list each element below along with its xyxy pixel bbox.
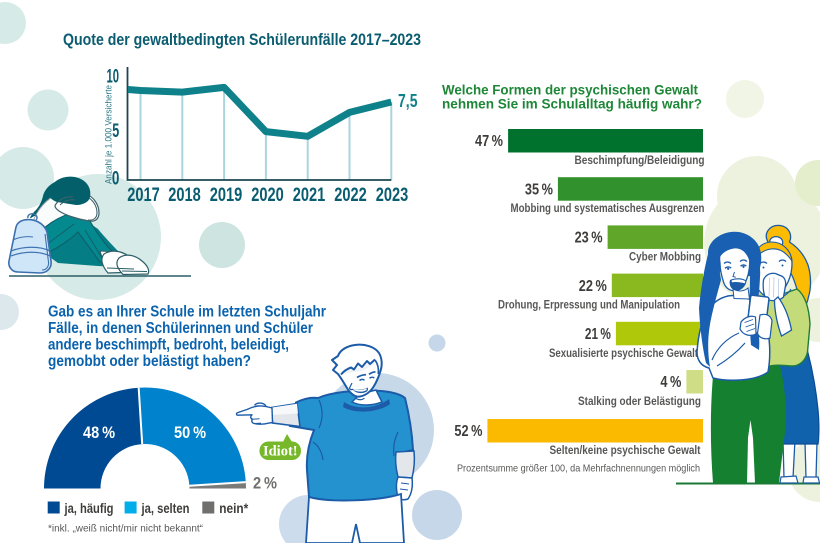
svg-text:2023: 2023 xyxy=(376,184,409,206)
svg-text:22 %: 22 % xyxy=(579,278,607,295)
svg-text:4 %: 4 % xyxy=(660,374,681,391)
svg-text:Sexualisierte psychische Gewal: Sexualisierte psychische Gewalt xyxy=(549,348,698,360)
svg-text:andere beschimpft, bedroht, be: andere beschimpft, bedroht, beleidigt, xyxy=(48,337,289,354)
svg-text:21 %: 21 % xyxy=(585,326,611,343)
svg-text:2 %: 2 % xyxy=(253,474,277,493)
svg-text:gemobbt oder belästigt haben?: gemobbt oder belästigt haben? xyxy=(48,353,251,370)
svg-text:Stalking oder Belästigung: Stalking oder Belästigung xyxy=(578,396,701,408)
svg-text:7,5: 7,5 xyxy=(398,91,418,111)
svg-text:2020: 2020 xyxy=(251,184,284,206)
svg-text:50 %: 50 % xyxy=(174,424,206,442)
svg-text:0: 0 xyxy=(112,168,120,189)
svg-text:Welche Formen der psychischen: Welche Formen der psychischen Gewalt xyxy=(442,82,698,98)
svg-text:2022: 2022 xyxy=(334,184,367,206)
svg-text:Anzahl je 1.000 Versicherte: Anzahl je 1.000 Versicherte xyxy=(104,85,115,184)
svg-text:Idiot!: Idiot! xyxy=(263,444,298,460)
svg-text:Selten/keine psychische Gewalt: Selten/keine psychische Gewalt xyxy=(550,445,701,457)
svg-text:47 %: 47 % xyxy=(475,133,503,150)
svg-text:ja, häufig: ja, häufig xyxy=(64,501,114,516)
svg-text:2017: 2017 xyxy=(127,184,160,206)
svg-text:Beschimpfung/Beleidigung: Beschimpfung/Beleidigung xyxy=(575,155,705,167)
svg-text:Drohung, Erpressung und Manipu: Drohung, Erpressung und Manipulation xyxy=(498,300,680,312)
svg-text:2021: 2021 xyxy=(293,184,326,206)
svg-text:Cyber Mobbing: Cyber Mobbing xyxy=(629,251,701,263)
svg-text:2018: 2018 xyxy=(168,184,201,206)
svg-text:48 %: 48 % xyxy=(83,424,115,442)
svg-text:5: 5 xyxy=(112,121,119,142)
svg-text:nein*: nein* xyxy=(219,501,249,516)
svg-text:52 %: 52 % xyxy=(454,423,482,440)
svg-text:*inkl. „weiß nicht/mir nicht b: *inkl. „weiß nicht/mir nicht bekannt“ xyxy=(48,523,203,535)
svg-text:35 %: 35 % xyxy=(525,181,553,198)
svg-text:23 %: 23 % xyxy=(575,230,603,247)
svg-text:Mobbing und systematisches Aus: Mobbing und systematisches Ausgrenzen xyxy=(511,203,705,215)
svg-text:Fälle, in denen Schülerinnen u: Fälle, in denen Schülerinnen und Schüler xyxy=(48,320,313,337)
svg-text:2019: 2019 xyxy=(210,184,243,206)
svg-text:nehmen Sie im Schulalltag häuf: nehmen Sie im Schulalltag häufig wahr? xyxy=(442,96,702,112)
svg-text:Quote der gewaltbedingten Schü: Quote der gewaltbedingten Schülerunfälle… xyxy=(63,30,421,49)
svg-text:Prozentsumme größer 100, da Me: Prozentsumme größer 100, da Mehrfachnenn… xyxy=(457,463,700,475)
svg-text:10: 10 xyxy=(107,66,120,87)
svg-text:ja, selten: ja, selten xyxy=(141,501,190,516)
svg-text:Gab es an Ihrer Schule im letz: Gab es an Ihrer Schule im letzten Schulj… xyxy=(48,304,326,321)
